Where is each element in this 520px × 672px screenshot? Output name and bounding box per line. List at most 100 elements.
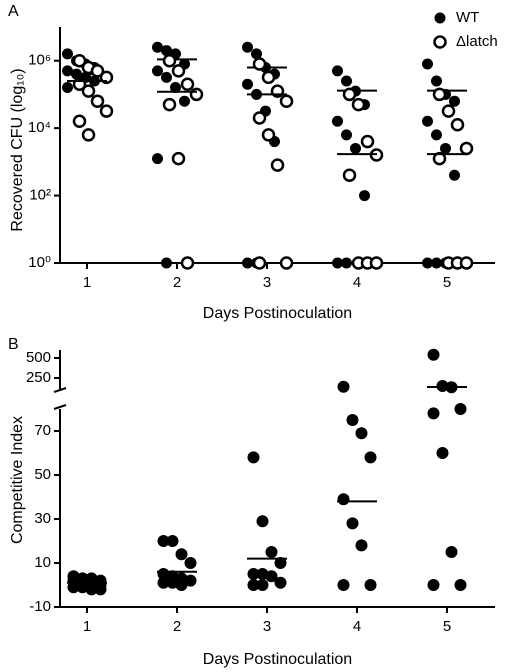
dot	[355, 539, 368, 552]
open-dot	[342, 87, 357, 102]
dot	[256, 515, 269, 528]
open-dot	[180, 77, 195, 92]
open-dot	[162, 53, 177, 68]
dot	[161, 71, 172, 83]
x-tick-label: 2	[173, 274, 181, 291]
dot	[454, 579, 467, 591]
dot	[170, 82, 181, 94]
dot	[274, 576, 287, 589]
legend-label: Δlatch	[456, 33, 498, 50]
dot	[449, 95, 460, 107]
dot	[175, 548, 188, 561]
dot	[274, 557, 287, 569]
dot	[440, 142, 451, 154]
x-axis-label: Days Postinoculation	[203, 305, 352, 322]
dot	[341, 75, 352, 87]
open-dot	[351, 97, 366, 112]
legend-marker	[434, 12, 446, 24]
open-dot	[279, 94, 294, 108]
open-dot	[72, 53, 87, 68]
dot	[166, 576, 179, 589]
dot	[332, 115, 343, 127]
dot	[247, 579, 260, 591]
dot	[157, 535, 170, 547]
y-tick-label: -10	[29, 598, 51, 615]
dot	[94, 583, 107, 596]
y-tick-label: 10	[34, 554, 51, 571]
x-axis-label: Days Postinoculation	[203, 651, 352, 668]
x-tick-label: 1	[83, 618, 91, 635]
y-tick-label: 50	[34, 466, 51, 483]
open-dot	[279, 256, 294, 270]
open-dot	[432, 87, 447, 102]
dot	[247, 568, 260, 580]
open-dot	[90, 64, 105, 78]
panel-letter: B	[8, 336, 19, 353]
open-dot	[99, 104, 114, 118]
y-tick-label: 10⁶	[28, 52, 51, 69]
axis-break	[53, 404, 67, 410]
dot	[359, 190, 370, 202]
open-dot	[171, 151, 186, 166]
dot	[256, 579, 269, 591]
dot	[265, 570, 278, 583]
dot	[184, 574, 197, 587]
y-axis-label: Recovered CFU (log₁₀)	[9, 68, 26, 231]
dot	[242, 78, 253, 90]
y-tick-label: 500	[26, 349, 51, 366]
dot	[76, 581, 89, 594]
open-dot	[252, 111, 267, 125]
dot	[62, 48, 73, 60]
dot	[427, 407, 440, 420]
dot	[350, 142, 361, 154]
open-dot	[81, 84, 96, 98]
x-tick-label: 5	[443, 618, 451, 635]
dot	[242, 41, 253, 53]
dot	[346, 414, 359, 426]
x-tick-label: 3	[263, 618, 271, 635]
dot	[364, 451, 377, 464]
dot	[256, 568, 269, 580]
dot	[247, 451, 260, 464]
open-dot	[261, 128, 276, 142]
y-tick-label: 30	[34, 510, 51, 527]
dot	[85, 583, 98, 596]
dot	[179, 95, 190, 107]
dot	[184, 557, 197, 569]
dot	[161, 45, 172, 57]
dot	[436, 447, 449, 459]
open-dot	[171, 64, 186, 78]
dot	[251, 48, 262, 60]
dot	[346, 517, 359, 530]
x-tick-label: 3	[263, 274, 271, 291]
dot	[332, 257, 343, 269]
legend-label: WT	[456, 9, 479, 26]
x-tick-label: 5	[443, 274, 451, 291]
dot	[62, 82, 73, 94]
open-dot	[180, 256, 195, 270]
dot	[422, 115, 433, 127]
dot	[265, 546, 278, 558]
dot	[175, 579, 188, 591]
dot	[337, 579, 350, 591]
dot	[422, 257, 433, 269]
open-dot	[450, 118, 465, 132]
dot	[341, 257, 352, 269]
dot	[152, 41, 163, 53]
dot	[157, 576, 170, 589]
y-tick-label: 10⁴	[28, 119, 51, 136]
panel-letter: A	[8, 3, 19, 20]
dot	[341, 129, 352, 141]
y-tick-label: 10²	[29, 187, 51, 204]
dot	[422, 58, 433, 70]
dot	[454, 403, 467, 415]
dot	[355, 427, 368, 440]
dot	[337, 380, 350, 393]
y-tick-label: 250	[26, 369, 51, 386]
open-dot	[360, 134, 375, 149]
x-tick-label: 4	[353, 274, 361, 291]
x-tick-label: 4	[353, 618, 361, 635]
dot	[161, 257, 172, 269]
open-dot	[252, 256, 267, 270]
